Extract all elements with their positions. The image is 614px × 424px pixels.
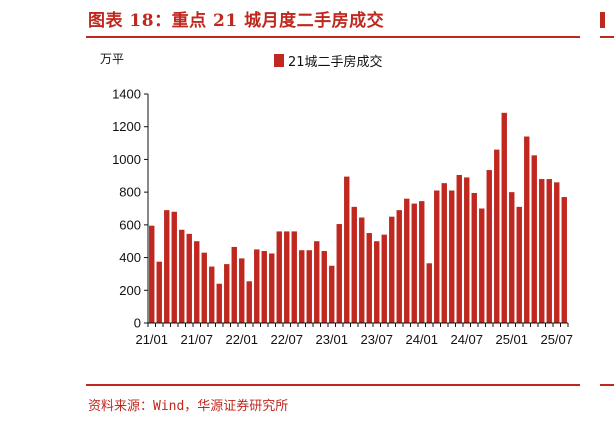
bar [516, 206, 522, 323]
bar [464, 177, 470, 323]
x-tick-label: 21/07 [180, 332, 213, 347]
y-tick-label: 400 [119, 250, 141, 265]
bar [546, 179, 552, 323]
bars [149, 112, 567, 323]
bar [494, 149, 500, 323]
bar [456, 174, 462, 323]
bar [224, 264, 230, 323]
x-axis: 21/01 21/07 22/01 22/07 23/01 23/07 24/01 24/07… [135, 322, 573, 347]
adjacent-panel-divider [600, 36, 614, 38]
bar [501, 112, 507, 323]
bar [209, 266, 215, 323]
bar [471, 192, 477, 323]
bar [269, 253, 275, 323]
bar [306, 250, 312, 323]
bar [299, 250, 305, 323]
y-tick-label: 1400 [112, 87, 141, 102]
bar [449, 190, 455, 323]
legend: 21城二手房成交 [274, 54, 383, 70]
bar [509, 192, 515, 323]
adjacent-panel-footer-divider [600, 384, 614, 386]
y-tick-label: 0 [134, 316, 141, 331]
y-tick-label: 1200 [112, 119, 141, 134]
bar [359, 217, 365, 323]
bar [171, 211, 177, 323]
bar [156, 261, 162, 323]
bar [216, 283, 222, 323]
bar [344, 176, 350, 323]
bar [486, 170, 492, 323]
x-tick-label: 21/01 [135, 332, 168, 347]
x-tick-label: 24/01 [405, 332, 438, 347]
bar [411, 203, 417, 323]
bar [201, 252, 207, 323]
bar [434, 190, 440, 323]
bar [524, 136, 530, 323]
bar [366, 233, 372, 323]
y-axis: 0 200 400 600 800 1000 1200 1400 [112, 87, 149, 331]
x-tick-label: 24/07 [450, 332, 483, 347]
footer-divider [86, 384, 580, 386]
bar [539, 179, 545, 323]
legend-label: 21城二手房成交 [288, 54, 383, 70]
adjacent-panel-edge-mark [600, 12, 605, 28]
bar [239, 258, 245, 323]
y-unit-label: 万平 [100, 52, 124, 66]
bar [261, 251, 267, 323]
bar [246, 281, 252, 323]
bar [179, 229, 185, 323]
bar [396, 210, 402, 323]
bar [329, 265, 335, 323]
source-note: 资料来源：Wind，华源证券研究所 [88, 399, 289, 414]
bar [164, 210, 170, 323]
bar [194, 241, 200, 323]
y-tick-label: 600 [119, 217, 141, 232]
bar [426, 263, 432, 323]
bar [531, 155, 537, 323]
bar [351, 206, 357, 323]
x-tick-label: 22/01 [225, 332, 258, 347]
x-tick-label: 22/07 [270, 332, 303, 347]
x-tick-label: 23/01 [315, 332, 348, 347]
bar [381, 234, 387, 323]
bar [389, 216, 395, 323]
bar [276, 231, 282, 323]
bar [479, 208, 485, 323]
bar [419, 201, 425, 323]
y-tick-label: 200 [119, 283, 141, 298]
chart-title: 图表 18：重点 21 城月度二手房成交 [88, 11, 385, 31]
y-tick-label: 800 [119, 185, 141, 200]
bar [254, 249, 260, 323]
legend-swatch [274, 54, 284, 67]
bar [231, 246, 237, 323]
bar [554, 182, 560, 323]
bar [336, 224, 342, 323]
x-tick-label: 25/01 [495, 332, 528, 347]
bar [561, 197, 567, 323]
y-tick-label: 1000 [112, 152, 141, 167]
bar [186, 233, 192, 323]
bar [291, 231, 297, 323]
bar [404, 198, 410, 323]
bar [314, 241, 320, 323]
x-tick-label: 25/07 [540, 332, 573, 347]
x-tick-label: 23/07 [360, 332, 393, 347]
bar [149, 225, 155, 323]
bar [321, 251, 327, 323]
bar [441, 183, 447, 323]
bar [374, 241, 380, 323]
bar [284, 231, 290, 323]
title-divider [86, 36, 580, 38]
